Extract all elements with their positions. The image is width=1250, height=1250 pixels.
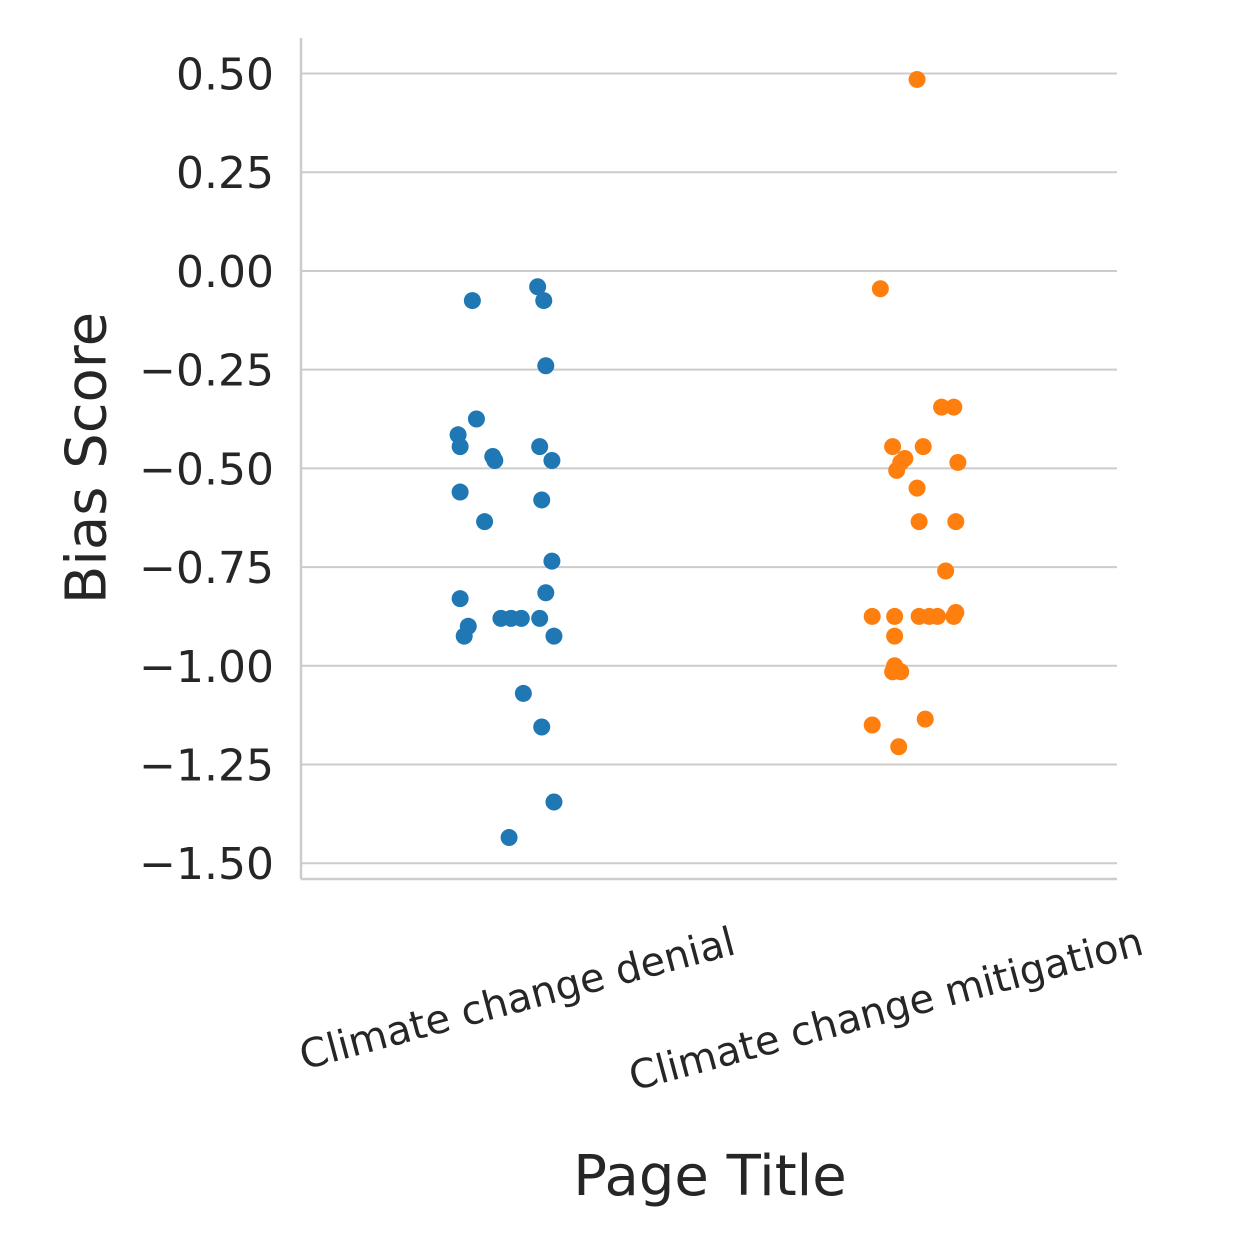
- data-points: [449, 70, 967, 847]
- y-tick-label: −1.00: [139, 642, 274, 693]
- data-point: [529, 278, 547, 296]
- y-tick-label: 0.00: [176, 247, 274, 298]
- data-point: [863, 607, 881, 625]
- data-point: [463, 292, 481, 310]
- data-point: [945, 398, 963, 416]
- y-tick-labels: 0.50 0.25 0.00 −0.25 −0.50 −0.75 −1.00 −1.25 −1.…: [139, 50, 274, 891]
- y-gridlines: [301, 72, 1117, 865]
- data-point: [476, 513, 494, 531]
- data-point: [451, 438, 469, 456]
- data-point: [908, 479, 926, 497]
- data-point: [914, 438, 932, 456]
- data-point: [947, 513, 965, 531]
- data-point: [890, 738, 908, 756]
- y-tick-label: 0.50: [176, 50, 274, 101]
- data-point: [451, 483, 469, 501]
- y-tick-label: −0.25: [139, 346, 274, 397]
- data-point: [886, 627, 904, 645]
- data-point: [945, 607, 963, 625]
- data-point: [514, 684, 532, 702]
- data-point: [871, 280, 889, 298]
- data-point: [531, 438, 549, 456]
- data-point: [543, 552, 561, 570]
- data-point: [533, 491, 551, 509]
- y-axis-title: Bias Score: [55, 312, 120, 604]
- data-point: [916, 710, 934, 728]
- y-tick-label: −1.25: [139, 740, 274, 791]
- y-tick-label: −0.75: [139, 543, 274, 594]
- data-point: [455, 627, 473, 645]
- data-point: [863, 716, 881, 734]
- data-point: [486, 451, 504, 469]
- data-point: [451, 590, 469, 608]
- data-point: [535, 292, 553, 310]
- data-point: [512, 609, 530, 627]
- data-point: [888, 461, 906, 479]
- data-point: [884, 438, 902, 456]
- data-point: [537, 357, 555, 375]
- data-point: [545, 627, 563, 645]
- data-point: [910, 513, 928, 531]
- data-point: [467, 410, 485, 428]
- data-point: [545, 793, 563, 811]
- y-tick-label: −1.50: [139, 839, 274, 890]
- data-point: [886, 607, 904, 625]
- data-point: [908, 70, 926, 88]
- y-tick-label: 0.25: [176, 148, 274, 199]
- data-point: [949, 453, 967, 471]
- data-point: [892, 663, 910, 681]
- x-axis-title: Page Title: [573, 1144, 846, 1209]
- data-point: [933, 398, 951, 416]
- data-point: [937, 562, 955, 580]
- data-point: [928, 607, 946, 625]
- y-tick-label: −0.50: [139, 444, 274, 495]
- data-point: [533, 718, 551, 736]
- data-point: [543, 451, 561, 469]
- data-point: [537, 584, 555, 602]
- data-point: [531, 609, 549, 627]
- data-point: [500, 829, 518, 847]
